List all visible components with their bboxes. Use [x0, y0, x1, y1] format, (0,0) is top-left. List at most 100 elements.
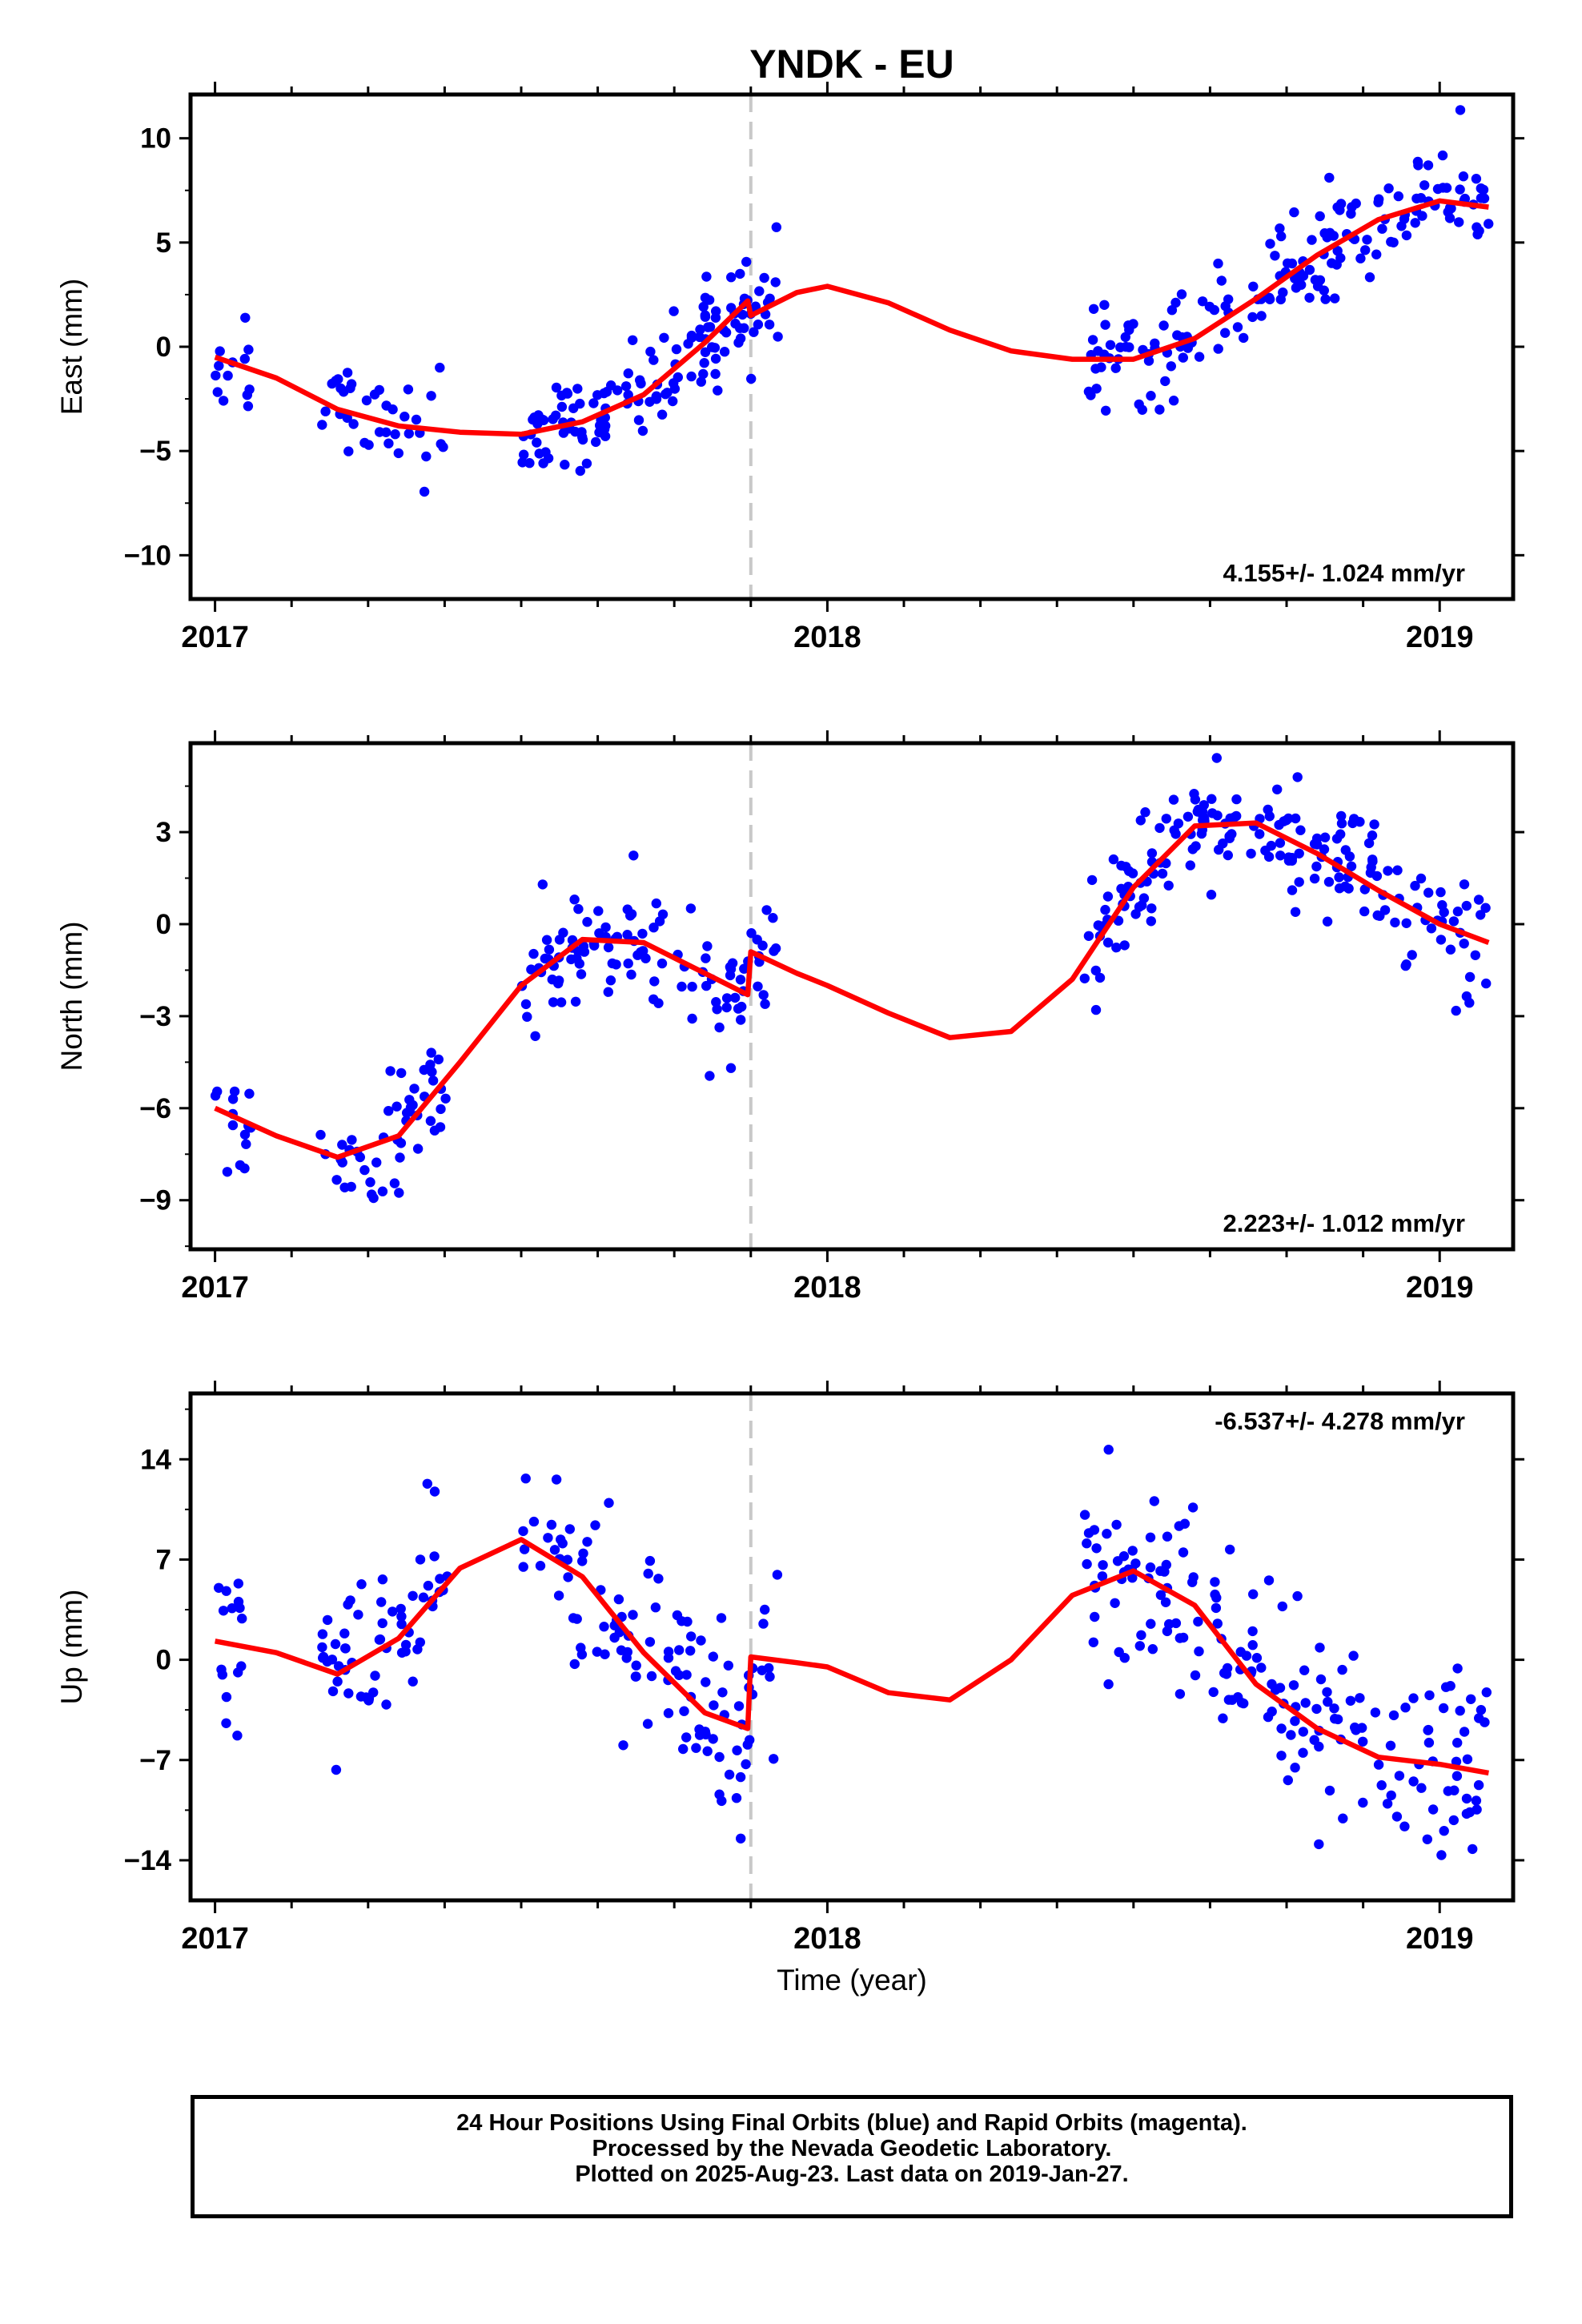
- data-point: [769, 1754, 779, 1764]
- y-tick-label: −7: [139, 1745, 171, 1776]
- data-point: [642, 1719, 653, 1729]
- data-point: [426, 1047, 436, 1058]
- data-point: [1136, 1630, 1146, 1640]
- data-point: [623, 389, 633, 400]
- data-point: [1275, 223, 1285, 234]
- data-point: [1407, 950, 1417, 960]
- data-point: [1319, 844, 1330, 854]
- data-point: [1332, 246, 1343, 256]
- data-point: [1320, 294, 1331, 304]
- data-point: [600, 420, 611, 431]
- data-point: [1145, 1532, 1156, 1543]
- data-point: [1087, 335, 1098, 345]
- data-point: [393, 448, 404, 459]
- data-point: [526, 964, 536, 975]
- y-tick-label: 0: [156, 332, 171, 363]
- data-point: [1312, 281, 1323, 292]
- data-point: [396, 1647, 408, 1658]
- footer-caption: 24 Hour Positions Using Final Orbits (bl…: [191, 2095, 1513, 2218]
- data-point: [1355, 253, 1366, 263]
- plot-frame: [188, 92, 1516, 601]
- data-point: [332, 1676, 343, 1687]
- data-point: [1223, 850, 1234, 861]
- data-point: [1137, 404, 1148, 415]
- data-point: [227, 1120, 239, 1131]
- data-point: [644, 1555, 656, 1566]
- data-point: [560, 460, 570, 470]
- data-point: [339, 1628, 350, 1638]
- x-tick-label: 2019: [1406, 1922, 1474, 1956]
- data-point: [1343, 883, 1354, 894]
- data-point: [1146, 848, 1158, 858]
- data-point: [538, 458, 548, 468]
- data-point: [1345, 1695, 1356, 1706]
- data-point: [681, 1732, 692, 1743]
- data-point: [1476, 1705, 1487, 1715]
- data-point: [749, 327, 759, 337]
- data-point: [553, 1590, 564, 1601]
- data-point: [714, 1789, 725, 1799]
- data-point: [1452, 907, 1464, 917]
- data-point: [721, 993, 733, 1003]
- data-point: [1079, 1510, 1090, 1520]
- y-tick-label: 10: [140, 123, 171, 155]
- y-tick-label: −10: [124, 540, 171, 571]
- data-point: [702, 941, 713, 951]
- data-point: [1281, 815, 1291, 826]
- data-point: [1220, 328, 1231, 338]
- scatter-points: [214, 1445, 1492, 1860]
- data-point: [1299, 1665, 1310, 1675]
- data-point: [1315, 1642, 1325, 1653]
- data-point: [554, 935, 565, 945]
- data-point: [637, 928, 648, 939]
- data-point: [396, 1611, 407, 1622]
- data-point: [537, 879, 548, 890]
- data-point: [644, 1637, 656, 1647]
- data-point: [686, 1631, 697, 1642]
- y-tick-label: −14: [124, 1845, 172, 1876]
- plot-frame: [188, 1391, 1516, 1903]
- data-point: [761, 905, 772, 915]
- footer-line-2: Processed by the Nevada Geodetic Laborat…: [592, 2136, 1112, 2161]
- data-point: [1360, 245, 1371, 255]
- panel-2: −14 −7 0 7 14 2017 2018 2019 Up (mm) -6.537+/- 4.…: [55, 1381, 1524, 1956]
- data-point: [686, 371, 697, 382]
- data-point: [650, 1602, 661, 1613]
- data-point: [691, 1743, 701, 1753]
- data-point: [1291, 813, 1301, 824]
- data-point: [582, 917, 592, 927]
- data-point: [1082, 1558, 1092, 1570]
- data-point: [1278, 287, 1288, 298]
- data-point: [1435, 935, 1447, 945]
- data-point: [1283, 258, 1293, 268]
- data-point: [1174, 1689, 1186, 1699]
- data-point: [1162, 1531, 1173, 1542]
- data-point: [1373, 1759, 1384, 1770]
- data-point: [387, 1606, 398, 1617]
- data-point: [1437, 150, 1448, 161]
- data-point: [1247, 1626, 1258, 1637]
- data-point: [759, 272, 769, 283]
- data-point: [1155, 1566, 1166, 1576]
- data-point: [409, 1084, 420, 1094]
- data-point: [745, 1735, 755, 1745]
- data-point: [1247, 312, 1258, 323]
- panels: −10 −5 0 5 10 2017 2018 2019 East (mm) 4.155+/- 1…: [55, 82, 1524, 1956]
- data-point: [1145, 1562, 1156, 1573]
- data-point: [600, 922, 611, 933]
- data-point: [1287, 885, 1298, 895]
- data-point: [735, 975, 746, 985]
- data-point: [733, 1701, 745, 1711]
- data-point: [562, 1554, 573, 1565]
- data-point: [1332, 1714, 1343, 1725]
- data-point: [1350, 1722, 1360, 1733]
- data-point: [770, 277, 781, 287]
- data-point: [520, 999, 532, 1010]
- fit-line: [214, 198, 1489, 437]
- data-point: [347, 1135, 357, 1145]
- data-point: [377, 1574, 388, 1585]
- data-point: [1468, 1844, 1478, 1855]
- data-point: [1111, 1519, 1122, 1530]
- data-point: [670, 1666, 681, 1676]
- data-point: [1194, 352, 1205, 362]
